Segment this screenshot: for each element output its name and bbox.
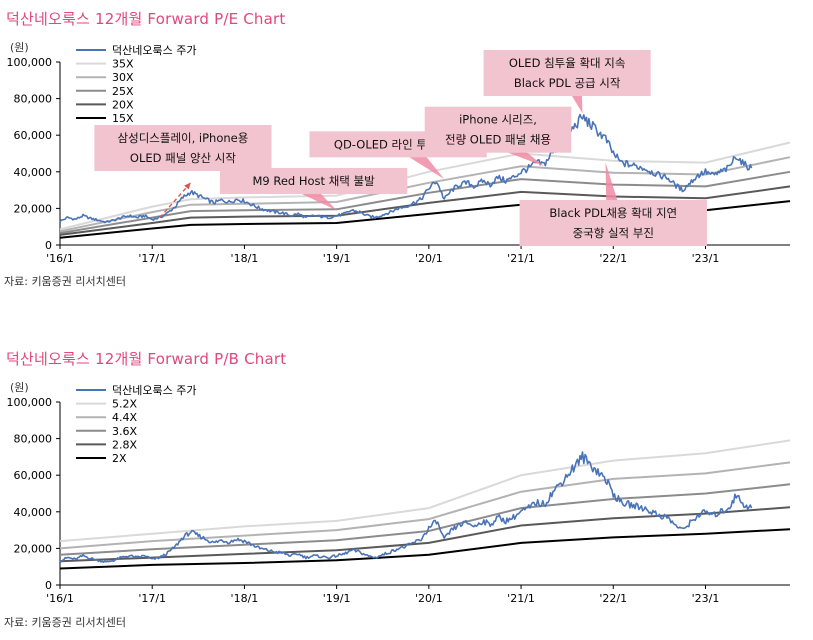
pe-chart: (원) 0 20,000 40,000 60,000 80,000 100,000 '16/1… — [7, 41, 791, 265]
annotation-text: OLED 침투율 확대 지속 — [509, 56, 626, 70]
x-tick-label: '18/1 — [231, 592, 259, 605]
x-tick-label: '20/1 — [415, 592, 443, 605]
y-tick-label: 80,000 — [14, 433, 53, 446]
x-tick-label: '18/1 — [231, 252, 259, 265]
legend-label: 20X — [112, 98, 134, 111]
x-tick-label: '23/1 — [692, 252, 720, 265]
legend-label: 2.8X — [112, 438, 137, 451]
y-unit-label: (원) — [10, 41, 29, 54]
x-tick-label: '19/1 — [323, 592, 351, 605]
x-tick-label: '16/1 — [46, 592, 74, 605]
annotation-arrowhead — [184, 182, 191, 190]
y-tick-label: 100,000 — [7, 56, 53, 69]
annotation-text: 전량 OLED 패널 채용 — [445, 133, 551, 147]
price-line — [59, 451, 753, 563]
source-note: 자료: 키움증권 리서치센터 — [4, 275, 127, 288]
x-tick-label: '21/1 — [507, 252, 535, 265]
y-tick-label: 60,000 — [14, 469, 53, 482]
annotation-box — [219, 167, 408, 194]
legend-label: 2X — [112, 452, 127, 465]
annotation-text: OLED 패널 양산 시작 — [130, 151, 236, 165]
legend-label: 15X — [112, 112, 134, 125]
x-tick-label: '19/1 — [323, 252, 351, 265]
y-tick-label: 20,000 — [14, 202, 53, 215]
y-unit-label: (원) — [10, 381, 29, 394]
chart-title: 덕산네오룩스 12개월 Forward P/B Chart — [6, 350, 287, 368]
band-line-20X — [59, 185, 791, 236]
annotation-box — [94, 125, 272, 172]
x-tick-label: '22/1 — [599, 592, 627, 605]
annotation-box — [424, 106, 572, 153]
annotation-box — [519, 200, 707, 247]
y-tick-label: 40,000 — [14, 166, 53, 179]
x-tick-label: '17/1 — [138, 252, 166, 265]
y-tick-label: 80,000 — [14, 93, 53, 106]
band-line-5.2X — [59, 439, 791, 543]
pe-chart-panel: 덕산네오룩스 12개월 Forward P/E Chart (원) 0 20,000… — [0, 0, 813, 300]
annotation-text: Black PDL 공급 시작 — [514, 76, 621, 90]
y-tick-label: 0 — [45, 239, 52, 252]
price-line — [59, 113, 753, 224]
band-line-3.6X — [59, 483, 791, 556]
legend-label: 4.4X — [112, 411, 137, 424]
annotation-arrow — [159, 182, 192, 219]
annotation-text: M9 Red Host 채택 불발 — [252, 174, 375, 188]
x-tick-label: '21/1 — [507, 592, 535, 605]
x-tick-label: '23/1 — [692, 592, 720, 605]
legend-label: 덕산네오룩스 주가 — [112, 44, 196, 57]
x-tick-label: '22/1 — [599, 252, 627, 265]
annotation-text: iPhone 시리즈, — [459, 113, 537, 127]
band-line-2X — [59, 528, 791, 570]
y-tick-label: 0 — [45, 579, 52, 592]
annotation-box — [483, 49, 651, 96]
annotation-text: Black PDL채용 확대 지연 — [549, 206, 677, 220]
legend-label: 덕산네오룩스 주가 — [112, 384, 196, 397]
pb-chart-panel: 덕산네오룩스 12개월 Forward P/B Chart (원) 0 20,000… — [0, 340, 813, 640]
x-tick-label: '17/1 — [138, 592, 166, 605]
band-line-2.8X — [59, 506, 791, 563]
legend-label: 30X — [112, 71, 134, 84]
y-tick-label: 100,000 — [7, 396, 53, 409]
legend-label: 35X — [112, 58, 134, 71]
y-tick-label: 60,000 — [14, 129, 53, 142]
annotation-text: 중국향 실적 부진 — [573, 226, 654, 240]
y-tick-label: 40,000 — [14, 506, 53, 519]
annotation-text: 삼성디스플레이, iPhone용 — [118, 131, 249, 145]
legend-label: 5.2X — [112, 398, 137, 411]
band-line-25X — [59, 170, 791, 235]
chart-title: 덕산네오룩스 12개월 Forward P/E Chart — [6, 10, 286, 28]
x-tick-label: '16/1 — [46, 252, 74, 265]
x-tick-label: '20/1 — [415, 252, 443, 265]
legend-label: 3.6X — [112, 425, 137, 438]
annotation-arrow — [605, 162, 621, 212]
legend-label: 25X — [112, 85, 134, 98]
y-tick-label: 20,000 — [14, 542, 53, 555]
pb-chart: (원) 0 20,000 40,000 60,000 80,000 100,000 '16/1… — [7, 381, 791, 605]
source-note: 자료: 키움증권 리서치센터 — [4, 616, 127, 629]
